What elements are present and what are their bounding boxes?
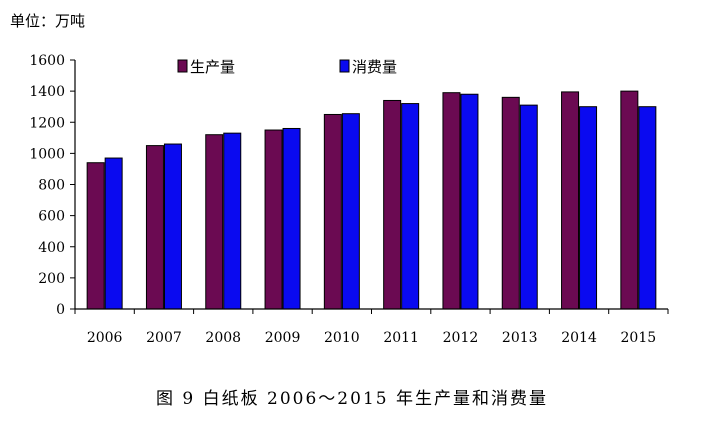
x-tick-label: 2012 — [443, 330, 479, 346]
bar-production — [205, 134, 224, 310]
bar-consumption — [163, 143, 182, 310]
bar-production — [620, 90, 639, 310]
y-tick-label: 400 — [38, 240, 65, 256]
unit-label: 单位：万吨 — [10, 12, 86, 30]
bar-production — [145, 145, 164, 310]
bar-production — [383, 99, 402, 310]
bar-consumption — [223, 132, 242, 310]
x-tick-label: 2011 — [383, 330, 419, 346]
y-tick-label: 600 — [38, 209, 65, 225]
legend-label-production: 生产量 — [190, 58, 235, 76]
bar-production — [501, 96, 520, 310]
x-tick-label: 2014 — [561, 330, 597, 346]
x-tick-label: 2015 — [621, 330, 657, 346]
x-tick-label: 2009 — [265, 330, 301, 346]
legend-label-consumption: 消费量 — [352, 58, 397, 76]
bar-chart: 0 200 400 600 800 1000 1200 1400 1600 2006 2007 200… — [29, 53, 669, 346]
x-tick-label: 2006 — [87, 330, 123, 346]
bar-production — [561, 91, 580, 310]
bar-production — [264, 129, 283, 310]
y-tick-label: 1600 — [29, 53, 65, 69]
bar-consumption — [401, 103, 420, 310]
y-tick-label: 1200 — [29, 115, 65, 131]
bar-consumption — [519, 104, 538, 310]
bar-consumption — [638, 106, 657, 310]
y-tick-label: 800 — [38, 178, 65, 194]
y-tick-label: 200 — [38, 271, 65, 287]
bar-production — [323, 113, 342, 310]
figure-caption: 图 9 白纸板 2006～2015 年生产量和消费量 — [156, 389, 548, 409]
x-tick-label: 2013 — [502, 330, 538, 346]
bar-production — [86, 162, 105, 310]
x-tick-label: 2010 — [324, 330, 360, 346]
y-tick-label: 1000 — [29, 146, 65, 162]
bar-consumption — [341, 113, 360, 310]
x-tick-label: 2008 — [205, 330, 241, 346]
bar-consumption — [579, 106, 598, 310]
legend-swatch-consumption — [339, 59, 350, 73]
y-tick-label: 0 — [56, 302, 65, 318]
bar-consumption — [104, 157, 123, 310]
bar-consumption — [282, 127, 301, 310]
legend-swatch-production — [177, 59, 188, 73]
bar-production — [442, 92, 461, 310]
bar-consumption — [460, 93, 479, 310]
x-tick-label: 2007 — [146, 330, 182, 346]
y-tick-label: 1400 — [29, 84, 65, 100]
